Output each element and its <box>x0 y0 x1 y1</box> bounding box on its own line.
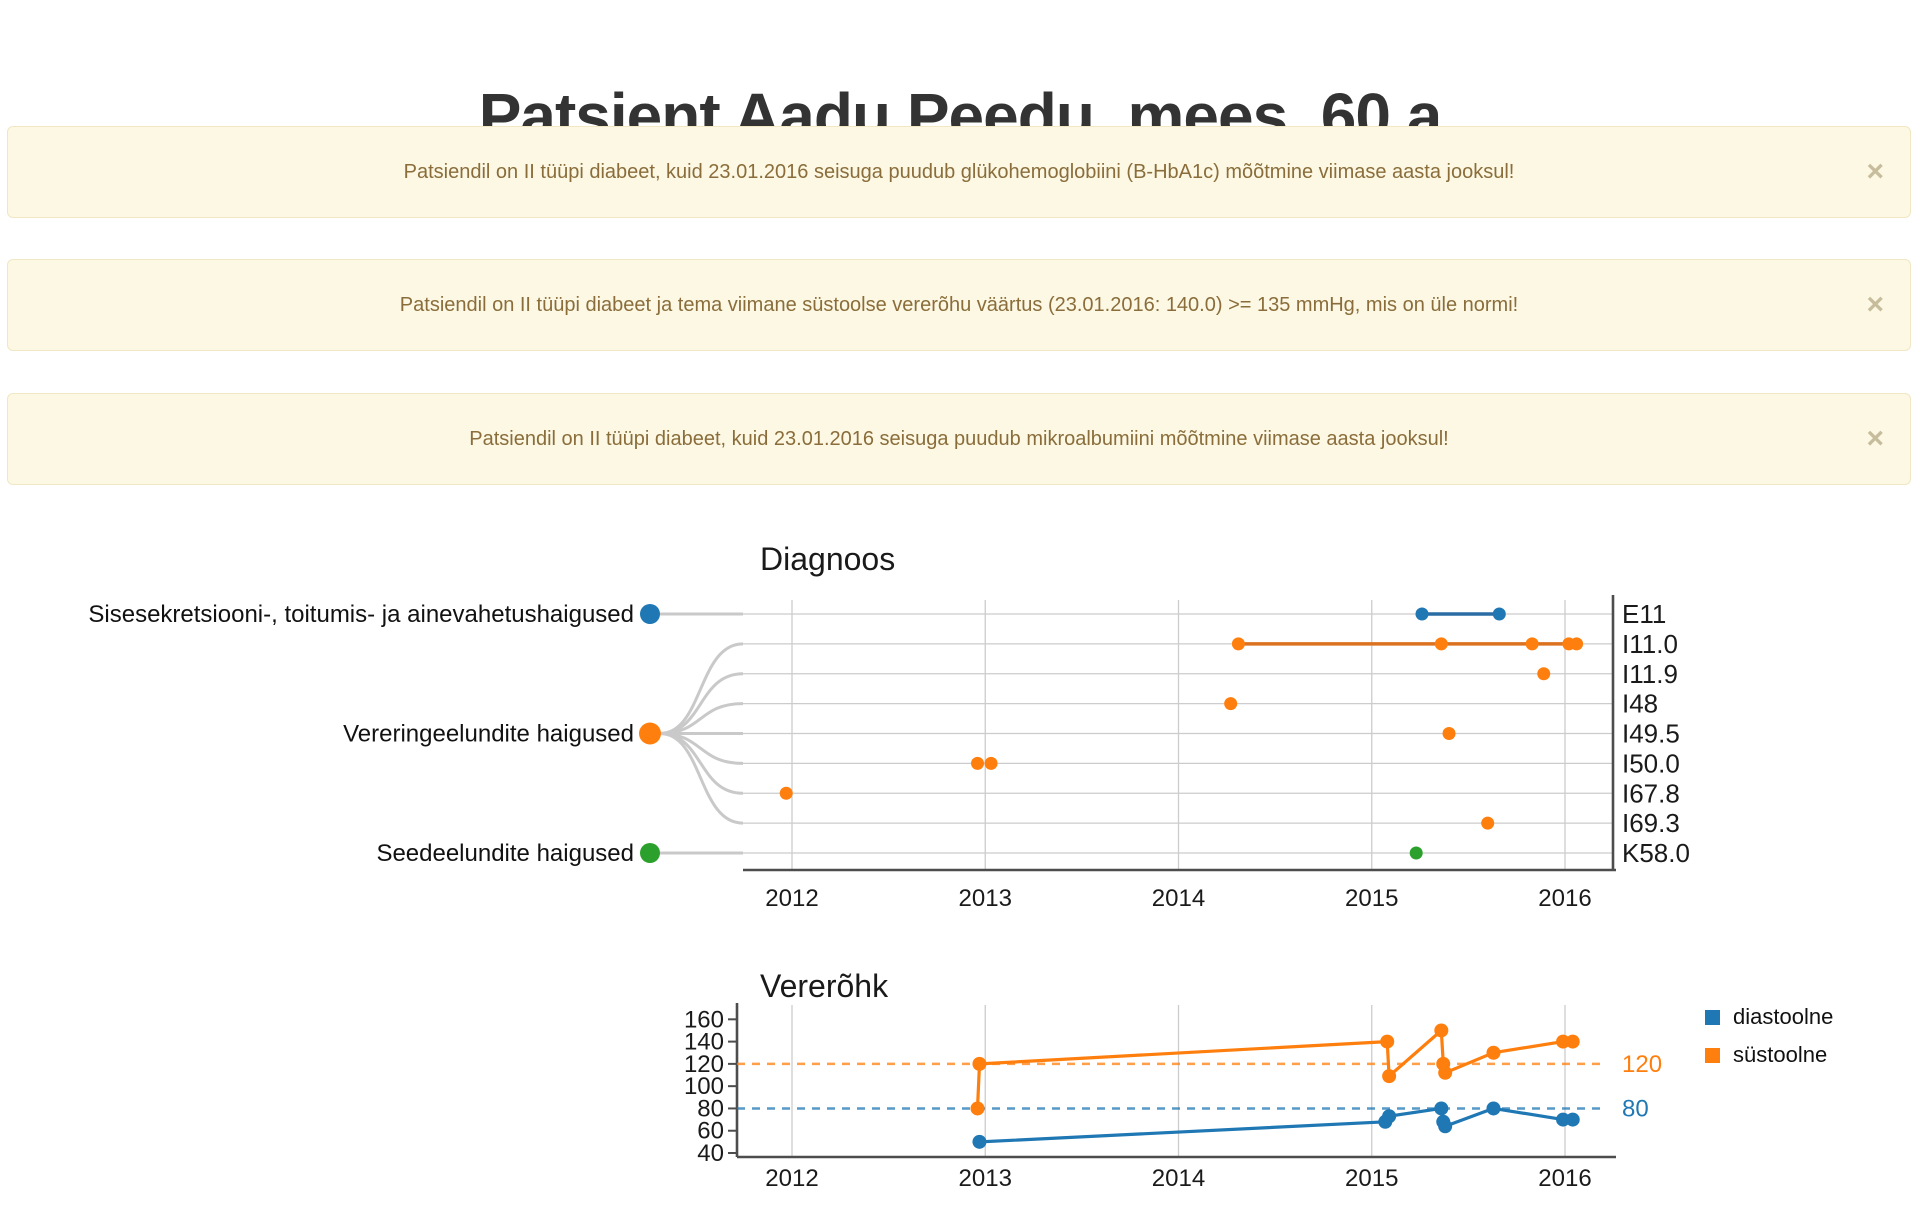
x-tick-label: 2012 <box>765 1165 818 1192</box>
diagnosis-point <box>1537 667 1551 681</box>
süstoolne-point <box>970 1101 985 1116</box>
alert-text: Patsiendil on II tüüpi diabeet, kuid 23.… <box>403 160 1515 183</box>
diagnoos-chart: Diagnoos 2012 2013 2014 2015 2016 E11I11.0I11.… <box>88 541 1690 912</box>
diagnosis-point <box>1481 816 1495 830</box>
süstoolne-point <box>1380 1034 1395 1049</box>
süstoolne-point <box>1438 1065 1453 1080</box>
legend-item-systoolne[interactable]: süstoolne <box>1705 1042 1827 1067</box>
x-tick-label: 2015 <box>1345 1165 1398 1192</box>
diagnosis-point <box>1434 637 1448 651</box>
alert-close-icon[interactable]: × <box>1866 288 1884 321</box>
y-tick-label: 100 <box>684 1073 724 1100</box>
diagnosis-code-label: K58.0 <box>1622 838 1690 868</box>
y-tick-label: 140 <box>684 1029 724 1056</box>
legend-label: süstoolne <box>1733 1042 1827 1067</box>
diagnosis-point <box>984 756 998 770</box>
diagnosis-code-label: I11.9 <box>1622 659 1678 689</box>
diastoolne-point <box>1434 1101 1449 1116</box>
diagnosis-point <box>1442 727 1456 740</box>
diagnosis-point <box>1570 637 1584 651</box>
legend-item-diastoolne[interactable]: diastoolne <box>1705 1004 1833 1029</box>
süstoolne-point <box>1565 1034 1580 1049</box>
x-tick-label: 2013 <box>959 885 1012 912</box>
category-label: Sisesekretsiooni-, toitumis- ja ainevahe… <box>88 601 634 628</box>
diastoolne-point <box>1382 1109 1397 1124</box>
x-tick-label: 2013 <box>959 1165 1012 1192</box>
category-dot <box>640 843 660 863</box>
diagnosis-point <box>1231 637 1245 651</box>
alert-warning-microalbumin: Patsiendil on II tüüpi diabeet, kuid 23.… <box>7 393 1911 485</box>
y-tick-label: 80 <box>697 1095 724 1122</box>
legend: diastoolne süstoolne <box>1705 1004 1833 1067</box>
category-leader-lines <box>659 612 744 855</box>
y-tick-label: 40 <box>697 1140 724 1167</box>
diagnosis-point <box>1492 607 1506 621</box>
x-tick-label: 2016 <box>1538 1165 1591 1192</box>
x-tick-label: 2016 <box>1538 885 1591 912</box>
legend-swatch <box>1705 1010 1720 1025</box>
legend-swatch <box>1705 1048 1720 1063</box>
y-tick-label: 120 <box>684 1051 724 1078</box>
category-dot <box>640 604 660 624</box>
y-tick-label: 60 <box>697 1118 724 1145</box>
alert-warning-hba1c: Patsiendil on II tüüpi diabeet, kuid 23.… <box>7 126 1911 218</box>
diagnosis-code-label: I48 <box>1622 689 1658 719</box>
leader-line <box>659 642 744 735</box>
süstoolne-point <box>1434 1023 1449 1038</box>
alert-close-icon[interactable]: × <box>1866 422 1884 455</box>
alert-text: Patsiendil on II tüüpi diabeet ja tema v… <box>399 293 1519 316</box>
diagnosis-code-label: I67.8 <box>1622 778 1680 808</box>
alert-warning-systolic: Patsiendil on II tüüpi diabeet ja tema v… <box>7 259 1911 351</box>
diagnosis-point <box>971 756 985 770</box>
vererohk-chart-title: Vererõhk <box>760 968 889 1004</box>
diagnosis-point <box>1409 846 1423 860</box>
alert-close-icon[interactable]: × <box>1866 155 1884 188</box>
category-dot <box>639 722 661 745</box>
diagnosis-point <box>1224 697 1238 711</box>
diastoolne-point <box>972 1134 987 1149</box>
diastoolne-point <box>1556 1112 1571 1127</box>
diagnosis-point <box>1525 637 1539 651</box>
diagnoos-chart-title: Diagnoos <box>760 541 895 577</box>
legend-label: diastoolne <box>1733 1004 1833 1029</box>
y-tick-label: 160 <box>684 1006 724 1033</box>
x-tick-label: 2012 <box>765 885 818 912</box>
category-label: Seedeelundite haigused <box>376 840 634 867</box>
süstoolne-point <box>1382 1069 1397 1084</box>
x-tick-label: 2014 <box>1152 1165 1205 1192</box>
alert-text: Patsiendil on II tüüpi diabeet, kuid 23.… <box>469 427 1449 450</box>
leader-line <box>659 732 744 825</box>
diagnosis-code-label: I11.0 <box>1622 629 1678 659</box>
x-tick-label: 2014 <box>1152 885 1205 912</box>
diagnosis-point <box>779 786 793 800</box>
diastoolne-line <box>979 1106 1573 1144</box>
diagnosis-point <box>1415 607 1429 621</box>
diagnosis-code-label: I49.5 <box>1622 719 1680 749</box>
diastoolne-point <box>1565 1112 1580 1127</box>
diastoolne-point <box>1486 1101 1501 1116</box>
süstoolne-point <box>972 1056 987 1071</box>
diastoolne-point <box>1438 1119 1453 1134</box>
diagnosis-code-label: I69.3 <box>1622 808 1680 838</box>
reference-line-label: 80 <box>1622 1095 1649 1122</box>
süstoolne-point <box>1486 1045 1501 1060</box>
diagnosis-code-label: E11 <box>1622 599 1666 629</box>
diagnosis-code-label: I50.0 <box>1622 748 1680 778</box>
category-label: Vereringeelundite haigused <box>343 721 634 748</box>
süstoolne-point <box>1556 1034 1571 1049</box>
x-tick-label: 2015 <box>1345 885 1398 912</box>
reference-line-label: 120 <box>1622 1051 1662 1078</box>
süstoolne-line <box>975 1028 1573 1109</box>
